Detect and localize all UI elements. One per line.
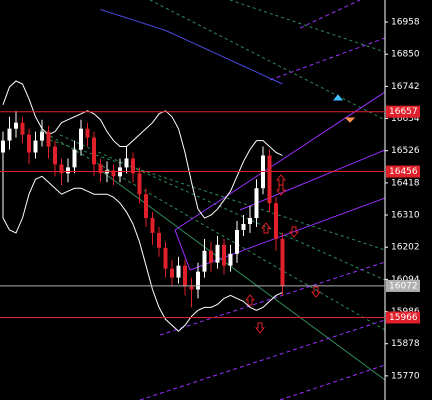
candle-body — [20, 122, 25, 135]
candle-body — [14, 122, 18, 129]
arrow-up — [260, 222, 272, 234]
fib-line — [149, 0, 386, 121]
candle-body — [267, 155, 272, 204]
candle-body — [248, 218, 252, 224]
fib-line — [39, 129, 386, 331]
arrow-up — [275, 174, 287, 186]
y-tick-label: 16094 — [391, 275, 420, 285]
candle-body — [66, 167, 70, 174]
candle-body — [280, 238, 285, 287]
level-label: 15966 — [389, 313, 418, 323]
candle-body — [27, 134, 31, 153]
channel-line — [159, 261, 386, 336]
channel-line — [279, 364, 386, 400]
arrow-down — [288, 226, 300, 238]
candle-body — [170, 268, 174, 278]
candle-body — [254, 188, 259, 219]
candle-body — [98, 164, 103, 174]
arrow-down — [310, 286, 322, 298]
candle-body — [124, 158, 129, 168]
y-tick-label: 16418 — [391, 178, 420, 188]
y-tick-label: 16850 — [391, 50, 420, 60]
y-tick-label: 16526 — [391, 146, 420, 156]
candle-body — [33, 140, 38, 153]
candle-body — [176, 265, 181, 278]
candle-body — [196, 271, 200, 290]
level-label: 16456 — [389, 167, 418, 177]
candle-body — [222, 244, 226, 266]
arrow-down — [254, 322, 266, 334]
candle-body — [274, 203, 278, 239]
candle-body — [144, 194, 148, 219]
candle-body — [46, 131, 51, 147]
candle-body — [183, 265, 187, 287]
candle-body — [137, 173, 142, 195]
candle-body — [202, 250, 207, 272]
level-label-box — [386, 311, 420, 324]
price-label: 16072 — [389, 281, 418, 291]
candle-body — [157, 232, 161, 248]
candle-body — [150, 218, 155, 233]
candle-body — [215, 244, 220, 263]
candle-body — [85, 128, 90, 138]
price-label-box — [386, 279, 420, 292]
candle-body — [235, 229, 239, 254]
candle-body — [189, 286, 194, 290]
channel-line — [239, 149, 386, 211]
channel-line — [174, 91, 386, 231]
candle-body — [241, 223, 246, 230]
fib-line — [49, 139, 386, 251]
indicator-line — [2, 175, 283, 332]
level-label-box — [386, 105, 420, 118]
y-tick-label: 16202 — [391, 243, 420, 253]
arrow-down — [275, 184, 287, 196]
candle-body — [40, 131, 44, 141]
level-label-box — [386, 165, 420, 178]
fib-line — [59, 134, 386, 281]
candle-body — [131, 158, 135, 174]
arrow-up — [244, 294, 256, 306]
y-tick-label: 16310 — [391, 211, 420, 221]
candle-body — [7, 128, 12, 141]
candle-body — [92, 137, 96, 165]
candle-body — [228, 253, 233, 266]
marker — [332, 94, 344, 101]
y-tick-label: 16742 — [391, 82, 420, 92]
channel-line — [174, 229, 191, 271]
level-label: 16657 — [389, 107, 418, 117]
candle-body — [209, 250, 213, 263]
y-tick-label: 16634 — [391, 114, 420, 124]
channel-line — [139, 319, 386, 400]
candle-body — [1, 140, 5, 153]
candle-body — [79, 128, 83, 150]
y-tick-label: 15770 — [391, 371, 420, 381]
candle-body — [59, 164, 64, 174]
candle-body — [53, 146, 57, 165]
arrows — [244, 94, 356, 334]
y-tick-label: 15878 — [391, 339, 420, 349]
marker — [344, 117, 356, 123]
candle-body — [163, 247, 168, 269]
candle-body — [111, 170, 116, 177]
candle-body — [72, 149, 77, 168]
indicator-line — [100, 9, 283, 85]
y-tick-label: 16958 — [391, 18, 420, 28]
